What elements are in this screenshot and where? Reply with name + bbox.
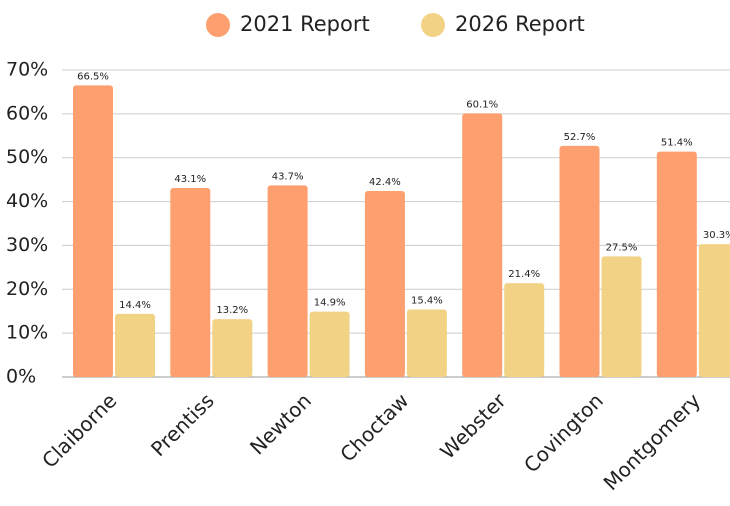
value-label: 66.5%	[77, 71, 109, 82]
value-label: 43.7%	[272, 171, 304, 182]
bar	[212, 319, 253, 377]
x-tick-label: Webster	[435, 388, 511, 464]
bar	[364, 191, 405, 377]
bar	[698, 244, 730, 377]
bar	[170, 187, 211, 377]
x-tick-label: Covington	[519, 388, 608, 477]
bar	[267, 185, 308, 377]
x-tick-label: Prentiss	[146, 388, 219, 461]
x-tick-label: Newton	[245, 388, 316, 459]
bar	[656, 151, 697, 377]
bar	[601, 256, 642, 377]
legend-label: 2021 Report	[240, 12, 370, 36]
value-label: 13.2%	[216, 305, 248, 316]
value-label: 52.7%	[564, 132, 596, 143]
value-label: 15.4%	[411, 295, 443, 306]
bar	[504, 283, 545, 377]
value-label: 27.5%	[606, 242, 638, 253]
bar	[115, 313, 155, 377]
y-tick-label: 70%	[6, 59, 48, 81]
bar	[462, 113, 503, 377]
value-label: 14.4%	[119, 300, 151, 311]
x-tick-label: Montgomery	[599, 388, 706, 495]
y-tick-label: 60%	[6, 102, 48, 124]
x-tick-label: Choctaw	[335, 388, 413, 466]
legend-label: 2026 Report	[455, 12, 585, 36]
legend-swatch	[421, 13, 445, 37]
bar	[309, 311, 350, 377]
value-label: 51.4%	[661, 138, 693, 149]
bar	[559, 145, 600, 377]
y-tick-label: 0%	[6, 366, 36, 388]
y-tick-label: 40%	[6, 190, 48, 212]
value-label: 42.4%	[369, 177, 401, 188]
y-tick-label: 30%	[6, 234, 48, 256]
value-label: 30.3%	[703, 230, 730, 241]
y-tick-label: 20%	[6, 278, 48, 300]
value-label: 60.1%	[466, 99, 498, 110]
value-label: 43.1%	[174, 174, 206, 185]
legend-swatch	[206, 13, 230, 37]
value-label: 21.4%	[508, 269, 540, 280]
value-label: 14.9%	[314, 298, 346, 309]
y-tick-label: 50%	[6, 146, 48, 168]
y-tick-label: 10%	[6, 322, 48, 344]
x-tick-label: Claiborne	[37, 388, 121, 472]
bar	[406, 309, 447, 377]
bar	[73, 85, 113, 377]
